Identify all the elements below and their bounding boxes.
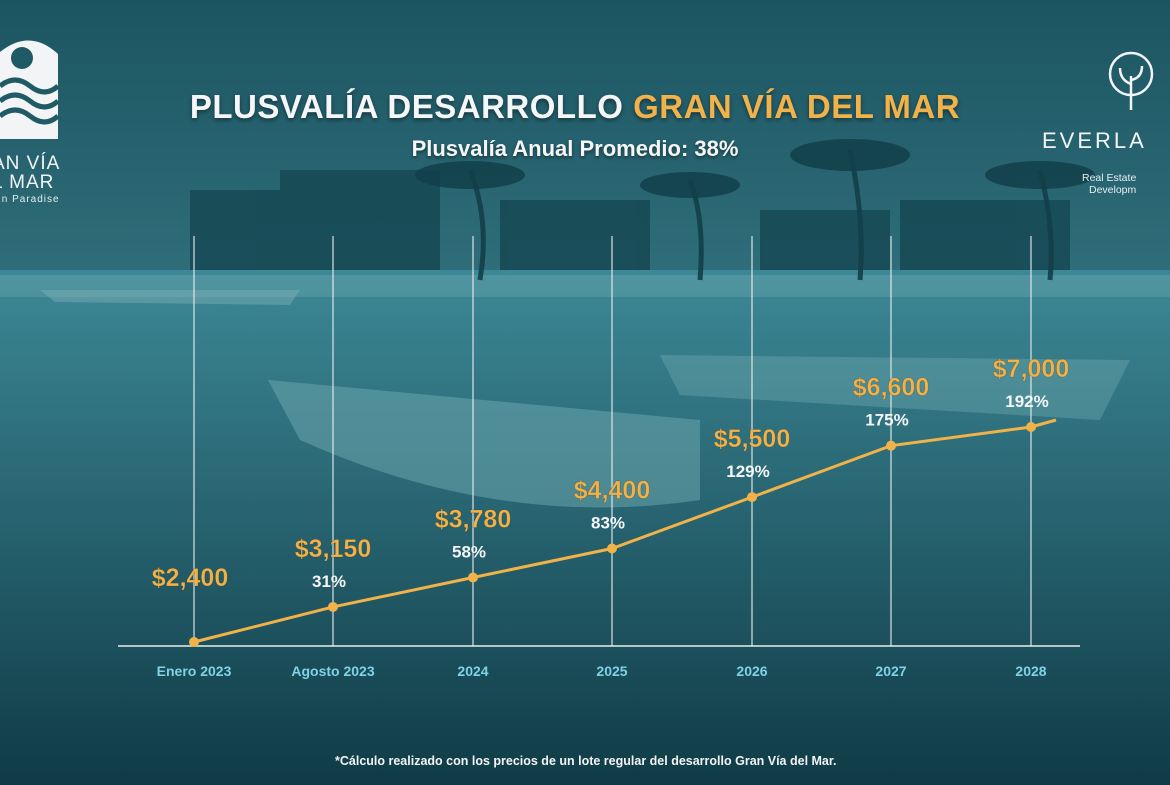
percent-label: 192% — [1005, 392, 1048, 411]
value-label: $6,600 — [853, 374, 929, 402]
value-label: $2,400 — [152, 564, 228, 592]
value-label: $3,150 — [295, 535, 371, 563]
percent-label: 175% — [865, 411, 908, 430]
x-tick-label: 2025 — [596, 663, 627, 679]
title-accent: GRAN VÍA DEL MAR — [633, 88, 961, 125]
logo-wordmark: AN VÍA L MAR — [0, 153, 61, 193]
x-tick-label: 2026 — [736, 663, 767, 679]
x-tick-label: Enero 2023 — [157, 663, 232, 679]
percent-label: 31% — [312, 572, 346, 591]
title-main: PLUSVALÍA DESARROLLO — [189, 88, 624, 125]
page-subtitle: Plusvalía Anual Promedio: 38% — [411, 136, 739, 161]
data-point — [328, 601, 338, 612]
data-point — [189, 637, 199, 647]
everland-logo: EVERLA Real Estate Developm — [1040, 50, 1170, 200]
x-tick-label: 2027 — [875, 663, 906, 679]
logo-brand-name: EVERLA — [1042, 128, 1147, 153]
percent-label: 129% — [726, 462, 769, 481]
x-tick-label: 2028 — [1015, 663, 1046, 679]
logo-sub-line-2: Developm — [1089, 184, 1137, 196]
value-label: $5,500 — [714, 425, 790, 453]
percent-label: 58% — [452, 543, 486, 562]
logo-tagline: In Paradise — [0, 194, 60, 205]
x-tick-label: Agosto 2023 — [291, 663, 374, 679]
wave-logo-icon — [0, 40, 60, 139]
data-point — [607, 543, 617, 554]
logo-brand-subtitle: Real Estate Developm — [1082, 172, 1136, 196]
footnote: *Cálculo realizado con los precios de un… — [335, 754, 837, 768]
series-line — [193, 418, 1057, 644]
leaf-logo-icon — [1108, 51, 1154, 110]
data-point — [1026, 422, 1036, 432]
value-label: $3,780 — [435, 506, 511, 534]
page-title: PLUSVALÍA DESARROLLO GRAN VÍA DEL MAR — [0, 88, 1150, 126]
logo-sub-line-1: Real Estate — [1082, 172, 1137, 184]
data-point — [886, 440, 896, 451]
data-point — [747, 492, 757, 503]
value-label: $7,000 — [993, 355, 1069, 383]
percent-label: 83% — [591, 514, 625, 533]
data-point — [468, 572, 478, 583]
value-label: $4,400 — [574, 477, 650, 505]
x-tick-label: 2024 — [457, 663, 488, 679]
gran-via-del-mar-logo: AN VÍA L MAR In Paradise — [0, 34, 110, 214]
